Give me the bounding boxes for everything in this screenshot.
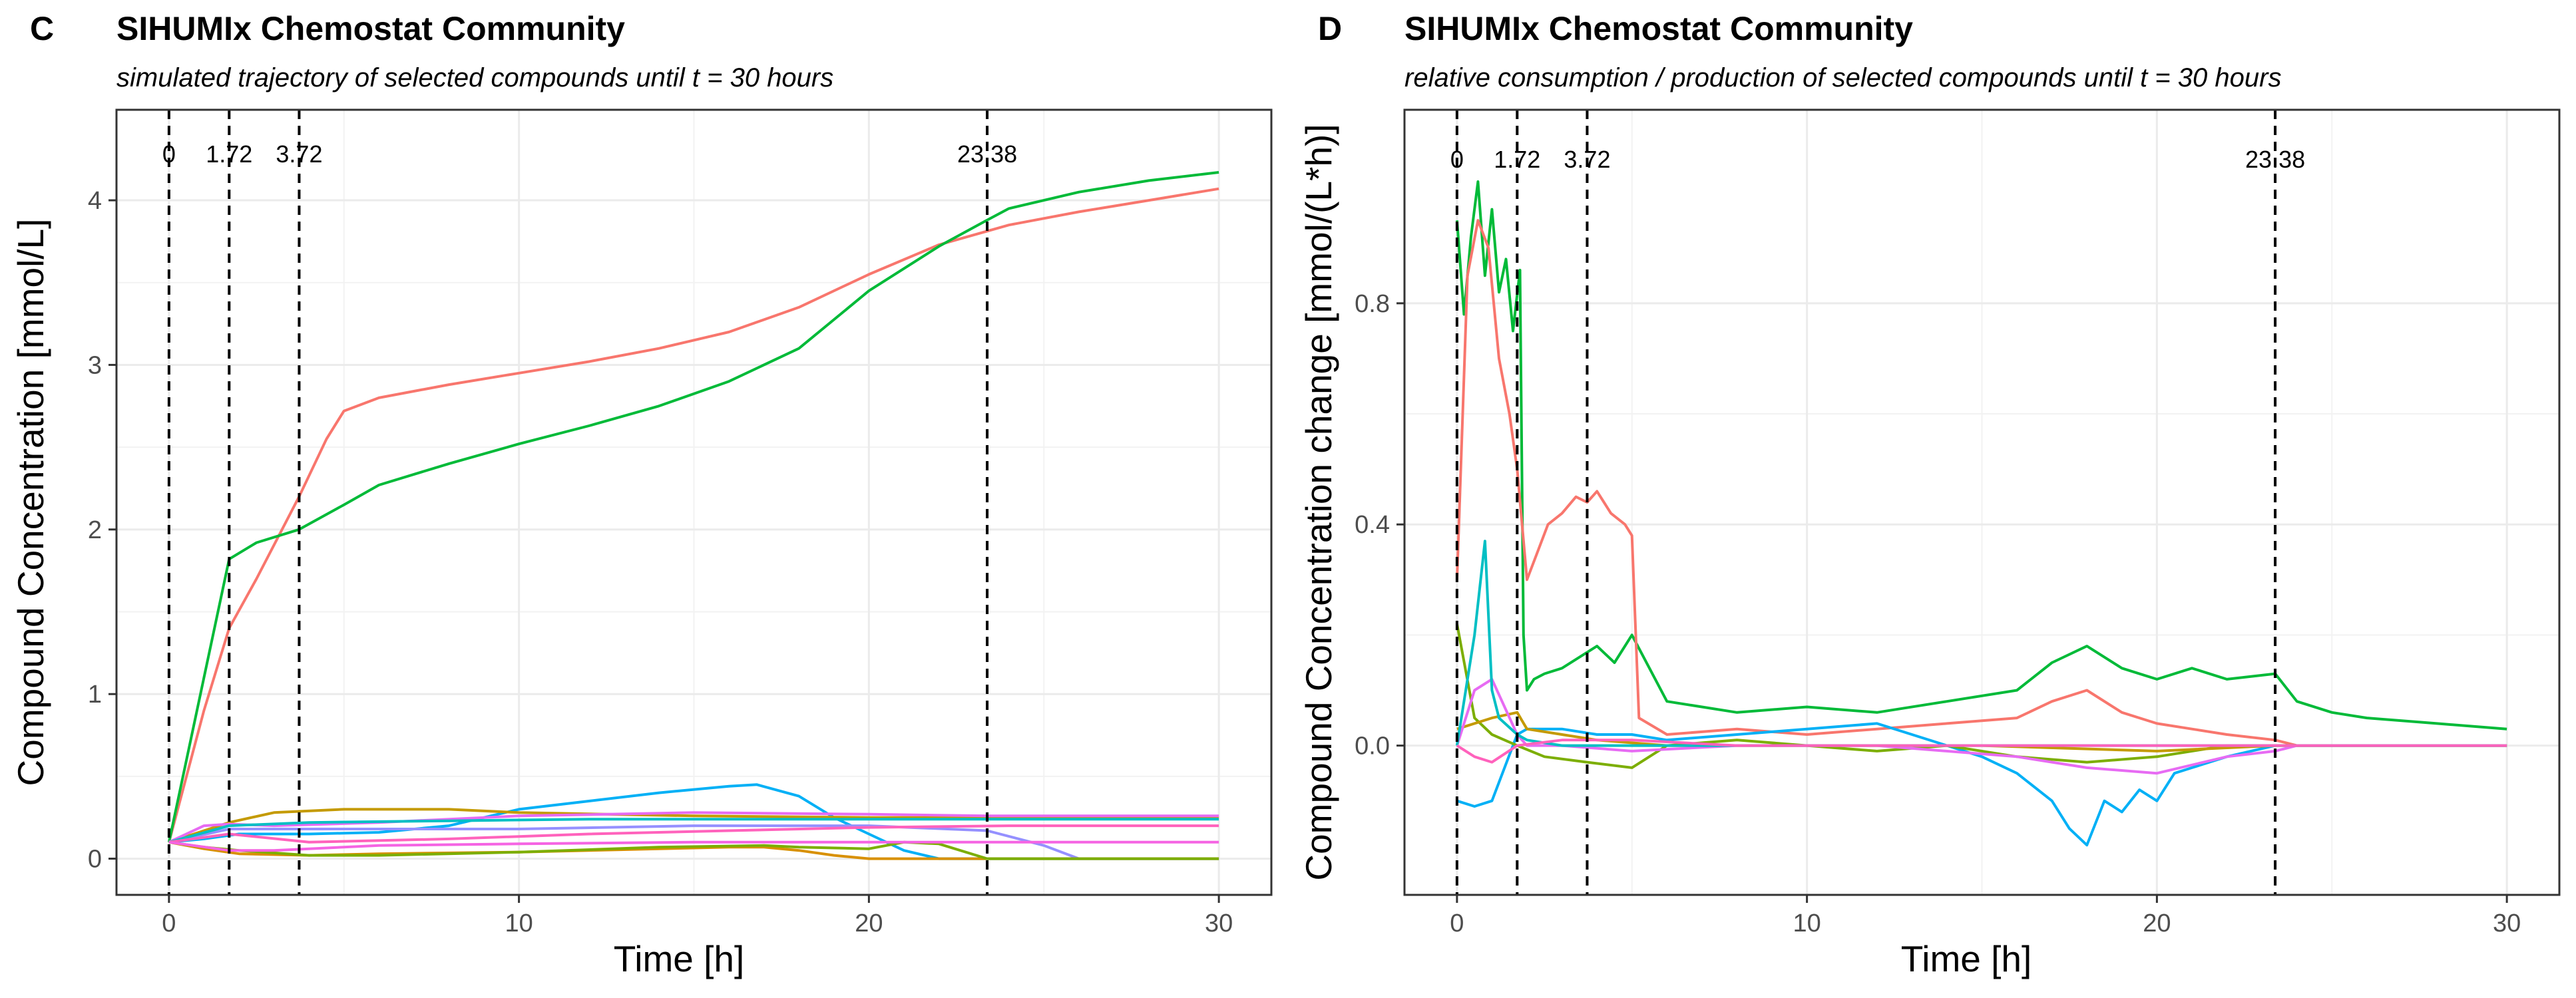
panel-d-series-line-1 — [1455, 180, 2507, 731]
panel-c-series-line-8 — [168, 824, 1219, 844]
panel-c-reference-label: 23.38 — [957, 140, 1017, 168]
panel-c-plot-area: 0 1.72 3.72 23.38 0 10 20 30 0 1 2 3 4 — [88, 108, 1273, 937]
panel-c-x-tick-label: 20 — [855, 910, 883, 937]
panel-d-series-line-8 — [1456, 739, 2507, 764]
panel-c-reference-label: 1.72 — [206, 140, 252, 168]
panel-c-title: SIHUMIx Chemostat Community — [116, 10, 625, 47]
panel-d-x-tick-label: 0 — [1450, 910, 1464, 937]
panel-d-series-line-2 — [1455, 219, 2507, 747]
panel-d-reference-label: 0 — [1450, 146, 1464, 173]
panel-d-reference-label: 23.38 — [2245, 146, 2305, 173]
panel-c-series-line-11 — [168, 840, 1219, 852]
panel-c-y-axis-title: Compound Concentration [mmol/L] — [10, 219, 51, 786]
panel-c-x-tick-label: 0 — [162, 910, 176, 937]
panel-d-panel-border — [1403, 108, 2561, 896]
panel-c-panel-border — [115, 108, 1273, 896]
panel-c-x-tick-label: 30 — [1205, 910, 1233, 937]
panel-c-y-tick-label: 0 — [88, 846, 102, 874]
panel-d-reference-label: 3.72 — [1564, 146, 1610, 173]
panel-c-x-axis-title: Time [h] — [614, 938, 745, 979]
panel-d-y-tick-label: 0.4 — [1355, 511, 1390, 539]
panel-c-x-tick-label: 10 — [505, 910, 533, 937]
panel-d-reference-label: 1.72 — [1494, 146, 1540, 173]
panel-c-letter: C — [30, 10, 54, 47]
panel-d-y-tick-label: 0.0 — [1355, 733, 1390, 760]
panel-d-title: SIHUMIx Chemostat Community — [1404, 10, 1913, 47]
panel-d-x-tick-label: 10 — [1793, 910, 1821, 937]
panel-c-reference-label: 0 — [162, 140, 176, 168]
panel-c-series-line-6 — [168, 824, 1219, 860]
panel-c-series-line-9 — [168, 840, 1219, 860]
panel-d-x-axis-title: Time [h] — [1901, 938, 2032, 979]
panel-d-letter: D — [1318, 10, 1342, 47]
panel-d-y-tick-label: 0.8 — [1355, 290, 1390, 318]
panel-d-x-tick-label: 30 — [2493, 910, 2521, 937]
panel-d-plot-area: 0 1.72 3.72 23.38 0 10 20 30 0.0 0.4 0.8 — [1355, 108, 2561, 937]
panel-c-reference-label: 3.72 — [276, 140, 322, 168]
panel-c-y-tick-label: 3 — [88, 351, 102, 379]
panel-c-series-line-4 — [168, 808, 1219, 844]
panel-c-y-tick-label: 4 — [88, 187, 102, 215]
panel-c-series-line-7 — [168, 818, 1219, 844]
panel-c-series-line-2 — [167, 171, 1219, 843]
panel-d-x-tick-label: 20 — [2143, 910, 2171, 937]
panel-d-subtitle: relative consumption / production of sel… — [1404, 63, 2281, 92]
panel-d-y-axis-title: Compound Concentration change [mmol/(L*h… — [1298, 124, 1339, 880]
panel-c-y-tick-label: 1 — [88, 681, 102, 709]
panel-c-subtitle: simulated trajectory of selected compoun… — [116, 63, 833, 92]
panel-c-series-line-1 — [167, 187, 1219, 843]
panel-c-series-line-3 — [168, 783, 1219, 860]
panel-c-y-tick-label: 2 — [88, 516, 102, 544]
panel-c-series-line-5 — [168, 811, 1219, 844]
